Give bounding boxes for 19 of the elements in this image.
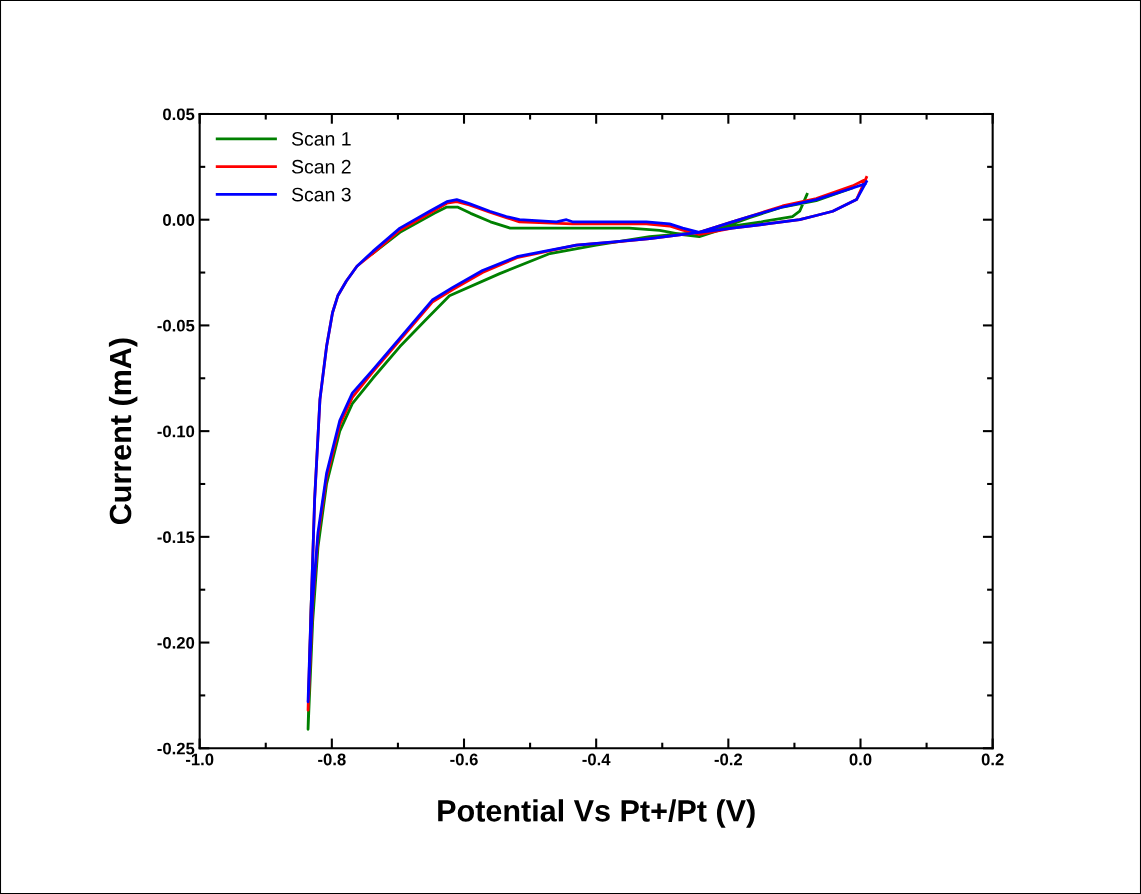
x-tick-label: 0.0 bbox=[849, 753, 872, 766]
x-axis-title: Potential Vs Pt+/Pt (V) bbox=[438, 799, 755, 828]
legend-label: Scan 2 bbox=[291, 159, 351, 174]
x-tick-label: -0.8 bbox=[318, 753, 346, 766]
legend-label: Scan 3 bbox=[291, 187, 351, 202]
legend-label: Scan 1 bbox=[291, 132, 351, 146]
y-tick-label: -0.10 bbox=[157, 425, 195, 438]
y-axis-title: Current (mA) bbox=[108, 338, 138, 525]
x-tick-label: -0.4 bbox=[582, 753, 611, 766]
y-tick-label: -0.20 bbox=[157, 636, 195, 649]
y-tick-label: 0.00 bbox=[163, 214, 195, 226]
y-tick-label: -0.25 bbox=[157, 742, 195, 755]
y-tick-label: -0.05 bbox=[157, 319, 195, 332]
y-tick-label: 0.05 bbox=[163, 108, 195, 121]
x-tick-label: -0.6 bbox=[450, 753, 478, 766]
y-tick-label: -0.15 bbox=[157, 531, 195, 544]
x-tick-label: 0.2 bbox=[981, 753, 1004, 766]
x-tick-label: -0.2 bbox=[714, 753, 743, 766]
x-tick-label: -1.0 bbox=[185, 753, 214, 766]
